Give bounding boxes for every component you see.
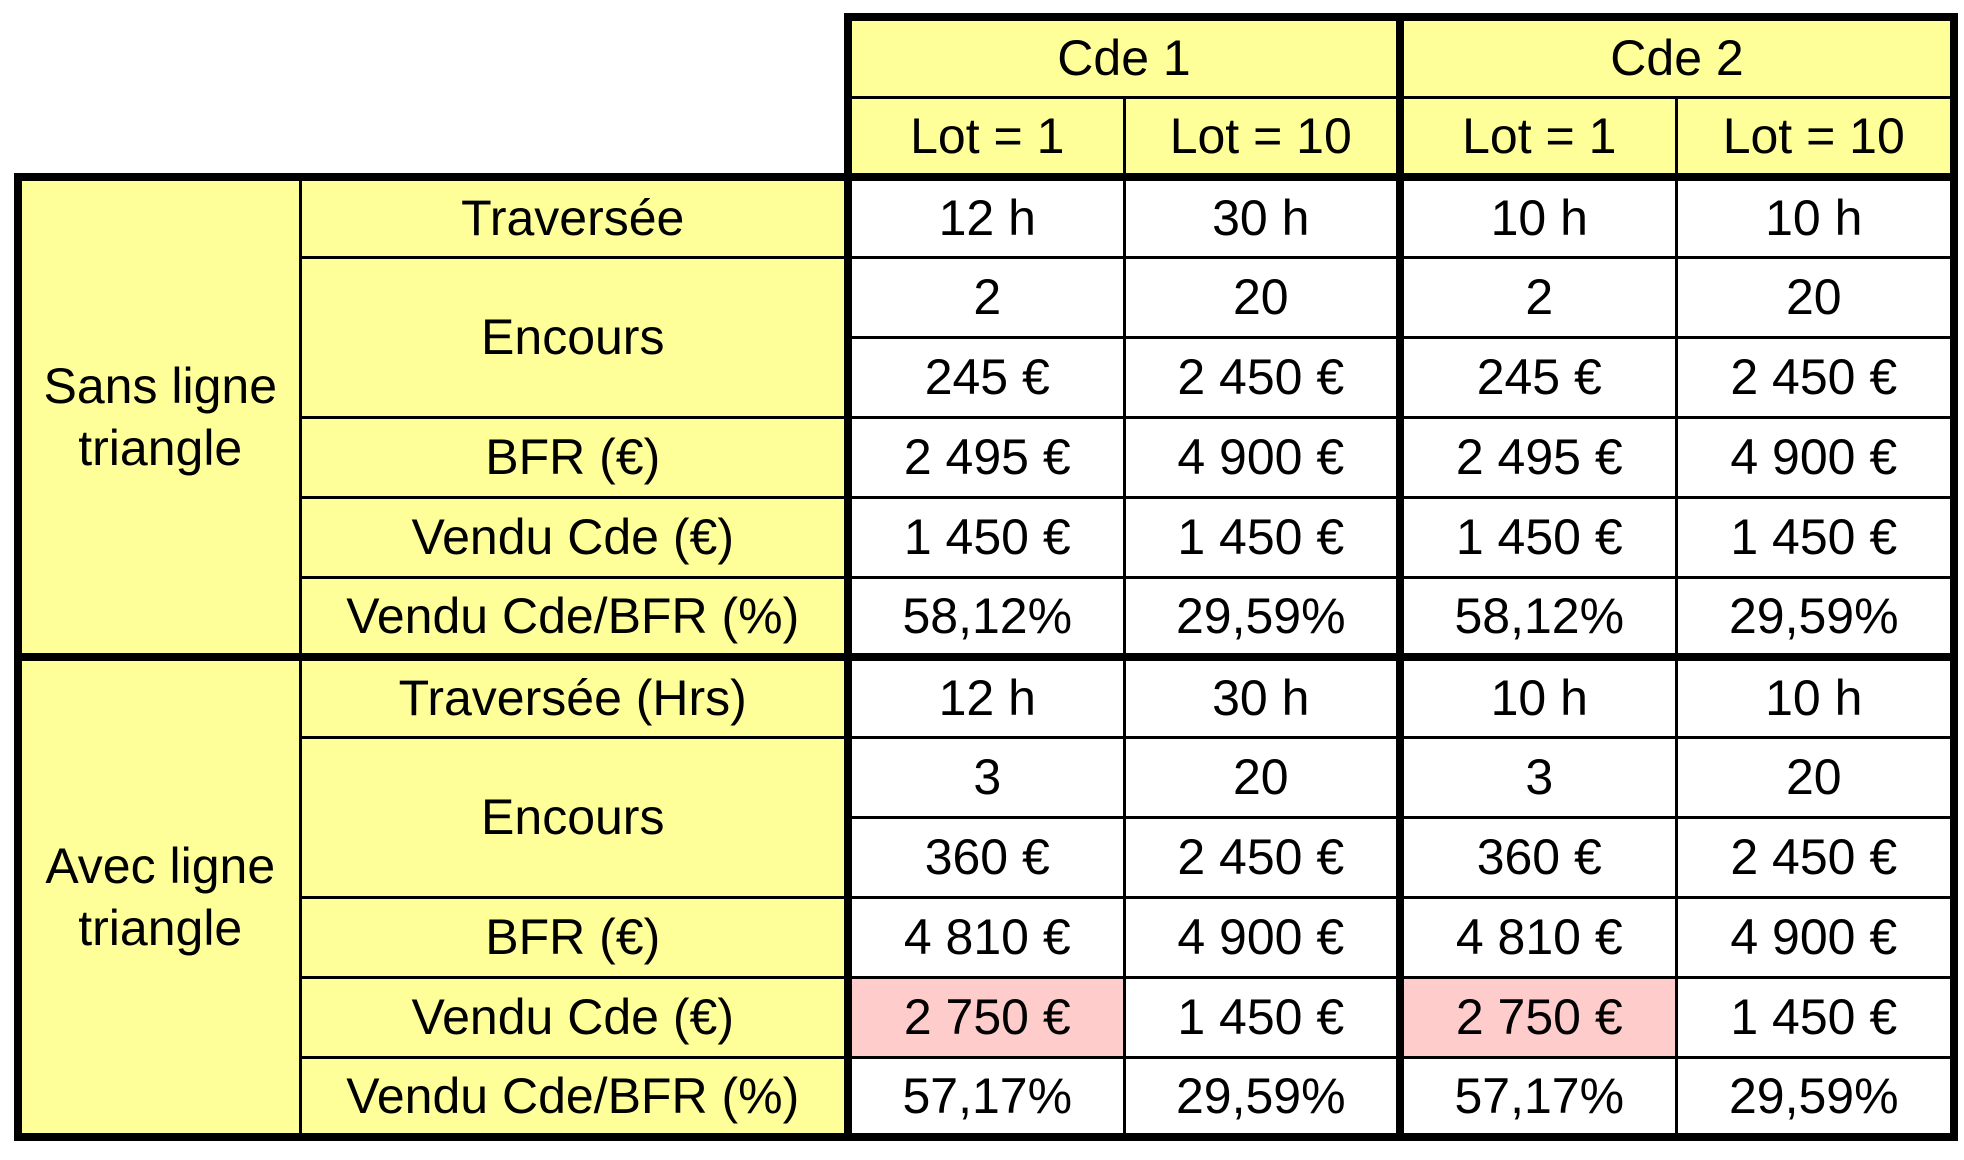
table-row: Vendu Cde (€) 1 450 € 1 450 € 1 450 € 1 … [18, 495, 1958, 579]
cell-value: 4 810 € [844, 895, 1126, 979]
order-header-cde2: Cde 2 [1396, 13, 1958, 99]
cell-value: 2 450 € [1674, 335, 1958, 419]
cell-value: 10 h [1674, 173, 1958, 259]
row-label-bfr: BFR (€) [298, 415, 850, 499]
table-row: Avec ligne triangle Traversée (Hrs) 12 h… [14, 653, 1958, 1141]
cell-value: 30 h [1122, 653, 1402, 739]
cell-value: 57,17% [844, 1055, 1126, 1141]
cell-value: 2 450 € [1122, 335, 1402, 419]
cell-value: 12 h [844, 173, 1126, 259]
row-label-ratio: Vendu Cde/BFR (%) [298, 575, 850, 661]
row-label-traversee: Traversée [298, 173, 850, 259]
cell-value: 10 h [1396, 653, 1678, 739]
cell-value: 1 450 € [1122, 495, 1402, 579]
row-label-traversee-hrs: Traversée (Hrs) [298, 653, 850, 739]
cell-value: 20 [1674, 735, 1958, 819]
row-label-vendu-cde: Vendu Cde (€) [298, 495, 850, 579]
cell-value: 10 h [1396, 173, 1678, 259]
row-label-bfr: BFR (€) [298, 895, 850, 979]
table-row: 360 € 2 450 € 360 € 2 450 € [18, 815, 1958, 899]
cell-value: 4 900 € [1122, 895, 1402, 979]
cell-value: 1 450 € [1674, 495, 1958, 579]
cell-value: 245 € [1396, 335, 1678, 419]
row-label-encours: Encours [298, 735, 850, 899]
table-row: Vendu Cde/BFR (%) 58,12% 29,59% 58,12% 2… [18, 575, 1958, 661]
cell-value: 4 900 € [1674, 415, 1958, 499]
cell-value: 1 450 € [1396, 495, 1678, 579]
highlighted-cell-value: 2 750 € [844, 975, 1126, 1059]
header-row-orders: Cde 1 Cde 2 [18, 13, 1958, 99]
cell-value: 1 450 € [1674, 975, 1958, 1059]
cell-value: 2 495 € [844, 415, 1126, 499]
cell-value: 4 900 € [1674, 895, 1958, 979]
row-label-encours: Encours [298, 255, 850, 419]
cell-value: 2 450 € [1122, 815, 1402, 899]
table-row: 245 € 2 450 € 245 € 2 450 € [18, 335, 1958, 419]
cell-value: 10 h [1674, 653, 1958, 739]
cell-value: 1 450 € [1122, 975, 1402, 1059]
cell-value: 2 495 € [1396, 415, 1678, 499]
cell-value: 29,59% [1122, 575, 1402, 661]
cell-value: 58,12% [844, 575, 1126, 661]
table-row: Encours 2 20 2 20 [18, 255, 1958, 419]
table-row: Vendu Cde (€) 2 750 € 1 450 € 2 750 € 1 … [18, 975, 1958, 1059]
blank-corner-2 [18, 97, 848, 177]
cell-value: 29,59% [1674, 575, 1958, 661]
cell-value: 1 450 € [844, 495, 1126, 579]
group-label-line1: Sans ligne [43, 357, 278, 414]
cell-value: 29,59% [1674, 1055, 1958, 1141]
lot-header-cde1-lot1: Lot = 1 [844, 95, 1126, 181]
lot-header-cde1-lot10: Lot = 10 [1122, 95, 1402, 181]
row-label-ratio: Vendu Cde/BFR (%) [298, 1055, 850, 1141]
header-row-lots: Lot = 1 Lot = 10 Lot = 1 Lot = 10 [18, 95, 1958, 181]
cell-value: 360 € [844, 815, 1126, 899]
order-header-cde1: Cde 1 [844, 13, 1402, 99]
table-row: Vendu Cde/BFR (%) 57,17% 29,59% 57,17% 2… [18, 1055, 1958, 1141]
cell-value: 360 € [1396, 815, 1678, 899]
comparison-table: Cde 1 Cde 2 Lot = 1 Lot = 10 Lot = 1 Lot… [14, 13, 1958, 1141]
cell-value: 20 [1122, 255, 1402, 339]
cell-value: 2 450 € [1674, 815, 1958, 899]
blank-corner [18, 17, 848, 97]
group-label-sans-ligne: Sans ligne triangle [14, 173, 302, 661]
cell-value: 4 900 € [1122, 415, 1402, 499]
cell-value: 58,12% [1396, 575, 1678, 661]
cell-value: 2 [844, 255, 1126, 339]
lot-header-cde2-lot10: Lot = 10 [1674, 95, 1958, 181]
group-label-line2: triangle [78, 420, 243, 476]
cell-value: 2 [1396, 255, 1678, 339]
cell-value: 20 [1122, 735, 1402, 819]
cell-value: 12 h [844, 653, 1126, 739]
cell-value: 3 [1396, 735, 1678, 819]
cell-value: 245 € [844, 335, 1126, 419]
cell-value: 4 810 € [1396, 895, 1678, 979]
cell-value: 57,17% [1396, 1055, 1678, 1141]
group-label-line1: Avec ligne [45, 837, 276, 894]
cell-value: 20 [1674, 255, 1958, 339]
group-label-avec-ligne: Avec ligne triangle [14, 653, 302, 1141]
table-row: BFR (€) 2 495 € 4 900 € 2 495 € 4 900 € [18, 415, 1958, 499]
row-label-vendu-cde: Vendu Cde (€) [298, 975, 850, 1059]
cell-value: 3 [844, 735, 1126, 819]
highlighted-cell-value: 2 750 € [1396, 975, 1678, 1059]
cell-value: 29,59% [1122, 1055, 1402, 1141]
lot-header-cde2-lot1: Lot = 1 [1396, 95, 1678, 181]
cell-value: 30 h [1122, 173, 1402, 259]
table-row: BFR (€) 4 810 € 4 900 € 4 810 € 4 900 € [18, 895, 1958, 979]
table-row: Encours 3 20 3 20 [18, 735, 1958, 899]
table-row: Sans ligne triangle Traversée 12 h 30 h … [14, 173, 1958, 661]
group-label-line2: triangle [78, 900, 243, 956]
